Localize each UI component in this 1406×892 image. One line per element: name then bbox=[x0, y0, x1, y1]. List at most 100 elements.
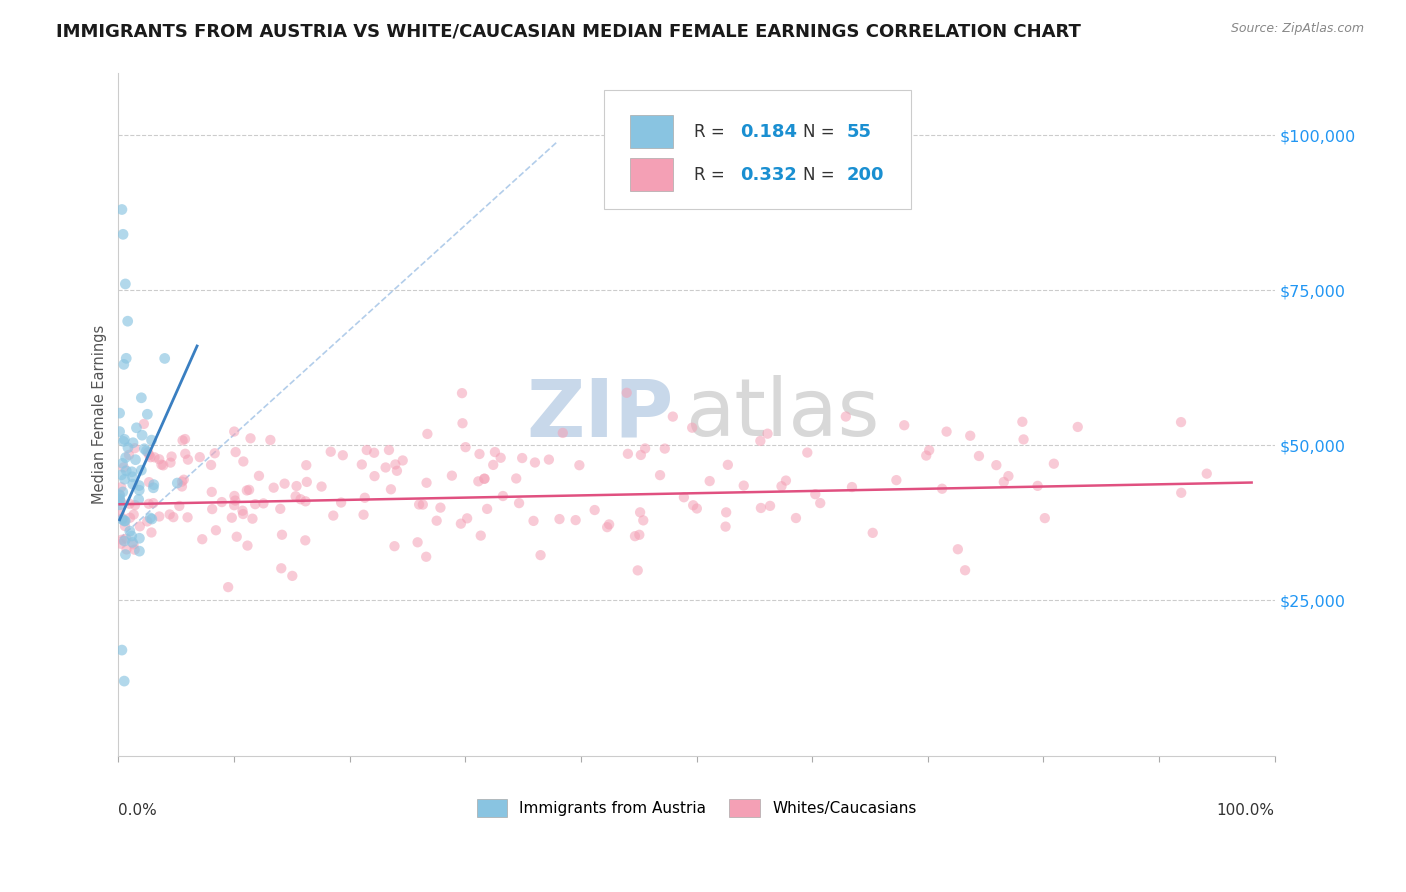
Point bbox=[224, 425, 246, 439]
Point bbox=[624, 529, 647, 543]
Point bbox=[450, 516, 472, 531]
Point bbox=[522, 514, 544, 528]
Point bbox=[717, 458, 740, 472]
Point bbox=[136, 445, 159, 459]
Point bbox=[112, 358, 135, 372]
Point bbox=[416, 426, 439, 441]
Point bbox=[128, 519, 150, 533]
Point bbox=[122, 435, 145, 450]
Point bbox=[429, 500, 451, 515]
Point bbox=[121, 535, 143, 549]
Point bbox=[959, 428, 981, 442]
Point bbox=[114, 472, 136, 486]
Point bbox=[785, 511, 807, 525]
Point bbox=[136, 515, 159, 529]
Point bbox=[201, 485, 224, 500]
Point bbox=[862, 525, 884, 540]
Point bbox=[166, 476, 188, 491]
Point bbox=[108, 505, 131, 519]
Point bbox=[172, 434, 194, 448]
Point bbox=[564, 513, 586, 527]
Point bbox=[284, 489, 307, 503]
Point bbox=[295, 475, 318, 489]
Point bbox=[294, 494, 316, 508]
Text: IMMIGRANTS FROM AUSTRIA VS WHITE/CAUCASIAN MEDIAN FEMALE EARNINGS CORRELATION CH: IMMIGRANTS FROM AUSTRIA VS WHITE/CAUCASI… bbox=[56, 22, 1081, 40]
Point bbox=[118, 524, 141, 538]
Point bbox=[124, 441, 146, 455]
Point bbox=[111, 456, 134, 470]
Point bbox=[118, 448, 141, 462]
Point bbox=[467, 475, 489, 489]
Point bbox=[551, 425, 574, 440]
Text: Source: ZipAtlas.com: Source: ZipAtlas.com bbox=[1230, 22, 1364, 36]
Point bbox=[451, 416, 474, 430]
Point bbox=[408, 498, 430, 512]
Y-axis label: Median Female Earnings: Median Female Earnings bbox=[93, 325, 107, 504]
Point bbox=[170, 475, 193, 489]
Point bbox=[583, 503, 606, 517]
Point bbox=[108, 488, 131, 502]
Point bbox=[128, 492, 150, 507]
Point bbox=[1170, 485, 1192, 500]
Point bbox=[148, 509, 170, 524]
Point bbox=[110, 495, 132, 509]
Point bbox=[489, 450, 512, 465]
Point bbox=[273, 476, 295, 491]
Point bbox=[142, 477, 165, 491]
Point bbox=[699, 474, 721, 488]
Point bbox=[115, 532, 138, 546]
Point bbox=[475, 502, 498, 516]
Point bbox=[188, 450, 211, 464]
Point bbox=[356, 443, 378, 458]
Point bbox=[628, 528, 651, 542]
Point bbox=[627, 563, 650, 577]
Point bbox=[141, 433, 163, 447]
Text: 0.184: 0.184 bbox=[741, 123, 797, 141]
Point bbox=[332, 448, 354, 462]
Point bbox=[111, 511, 134, 525]
Point bbox=[482, 458, 505, 472]
Text: 0.0%: 0.0% bbox=[118, 804, 157, 818]
Point bbox=[1026, 479, 1049, 493]
Point bbox=[406, 535, 429, 549]
Point bbox=[162, 510, 184, 524]
Point bbox=[139, 450, 162, 465]
Point bbox=[415, 549, 437, 564]
Point bbox=[201, 502, 224, 516]
Point bbox=[1043, 457, 1066, 471]
Point bbox=[242, 511, 264, 525]
Point bbox=[221, 510, 243, 524]
Point bbox=[110, 467, 132, 482]
Point bbox=[118, 497, 141, 511]
Text: 200: 200 bbox=[846, 167, 884, 185]
Point bbox=[749, 434, 772, 448]
Point bbox=[474, 472, 496, 486]
Point bbox=[121, 477, 143, 491]
Point bbox=[384, 458, 406, 472]
Point bbox=[173, 473, 195, 487]
Point bbox=[121, 470, 143, 484]
Point bbox=[111, 202, 134, 217]
Point bbox=[108, 488, 131, 502]
Point bbox=[770, 479, 793, 493]
Point bbox=[330, 495, 353, 509]
Point bbox=[247, 468, 270, 483]
Point bbox=[111, 512, 134, 526]
Point bbox=[756, 426, 779, 441]
Text: atlas: atlas bbox=[685, 376, 879, 453]
Point bbox=[236, 483, 259, 498]
Point bbox=[492, 489, 515, 503]
Point bbox=[946, 542, 969, 557]
Point bbox=[654, 442, 676, 456]
Point bbox=[135, 443, 157, 458]
Point bbox=[470, 528, 492, 542]
Point bbox=[138, 448, 160, 462]
Point bbox=[363, 469, 385, 483]
Point bbox=[294, 533, 316, 548]
Point bbox=[484, 445, 506, 459]
FancyBboxPatch shape bbox=[605, 90, 911, 210]
Point bbox=[616, 385, 638, 400]
Point bbox=[1170, 415, 1192, 429]
Point bbox=[112, 227, 135, 242]
Point bbox=[537, 452, 560, 467]
